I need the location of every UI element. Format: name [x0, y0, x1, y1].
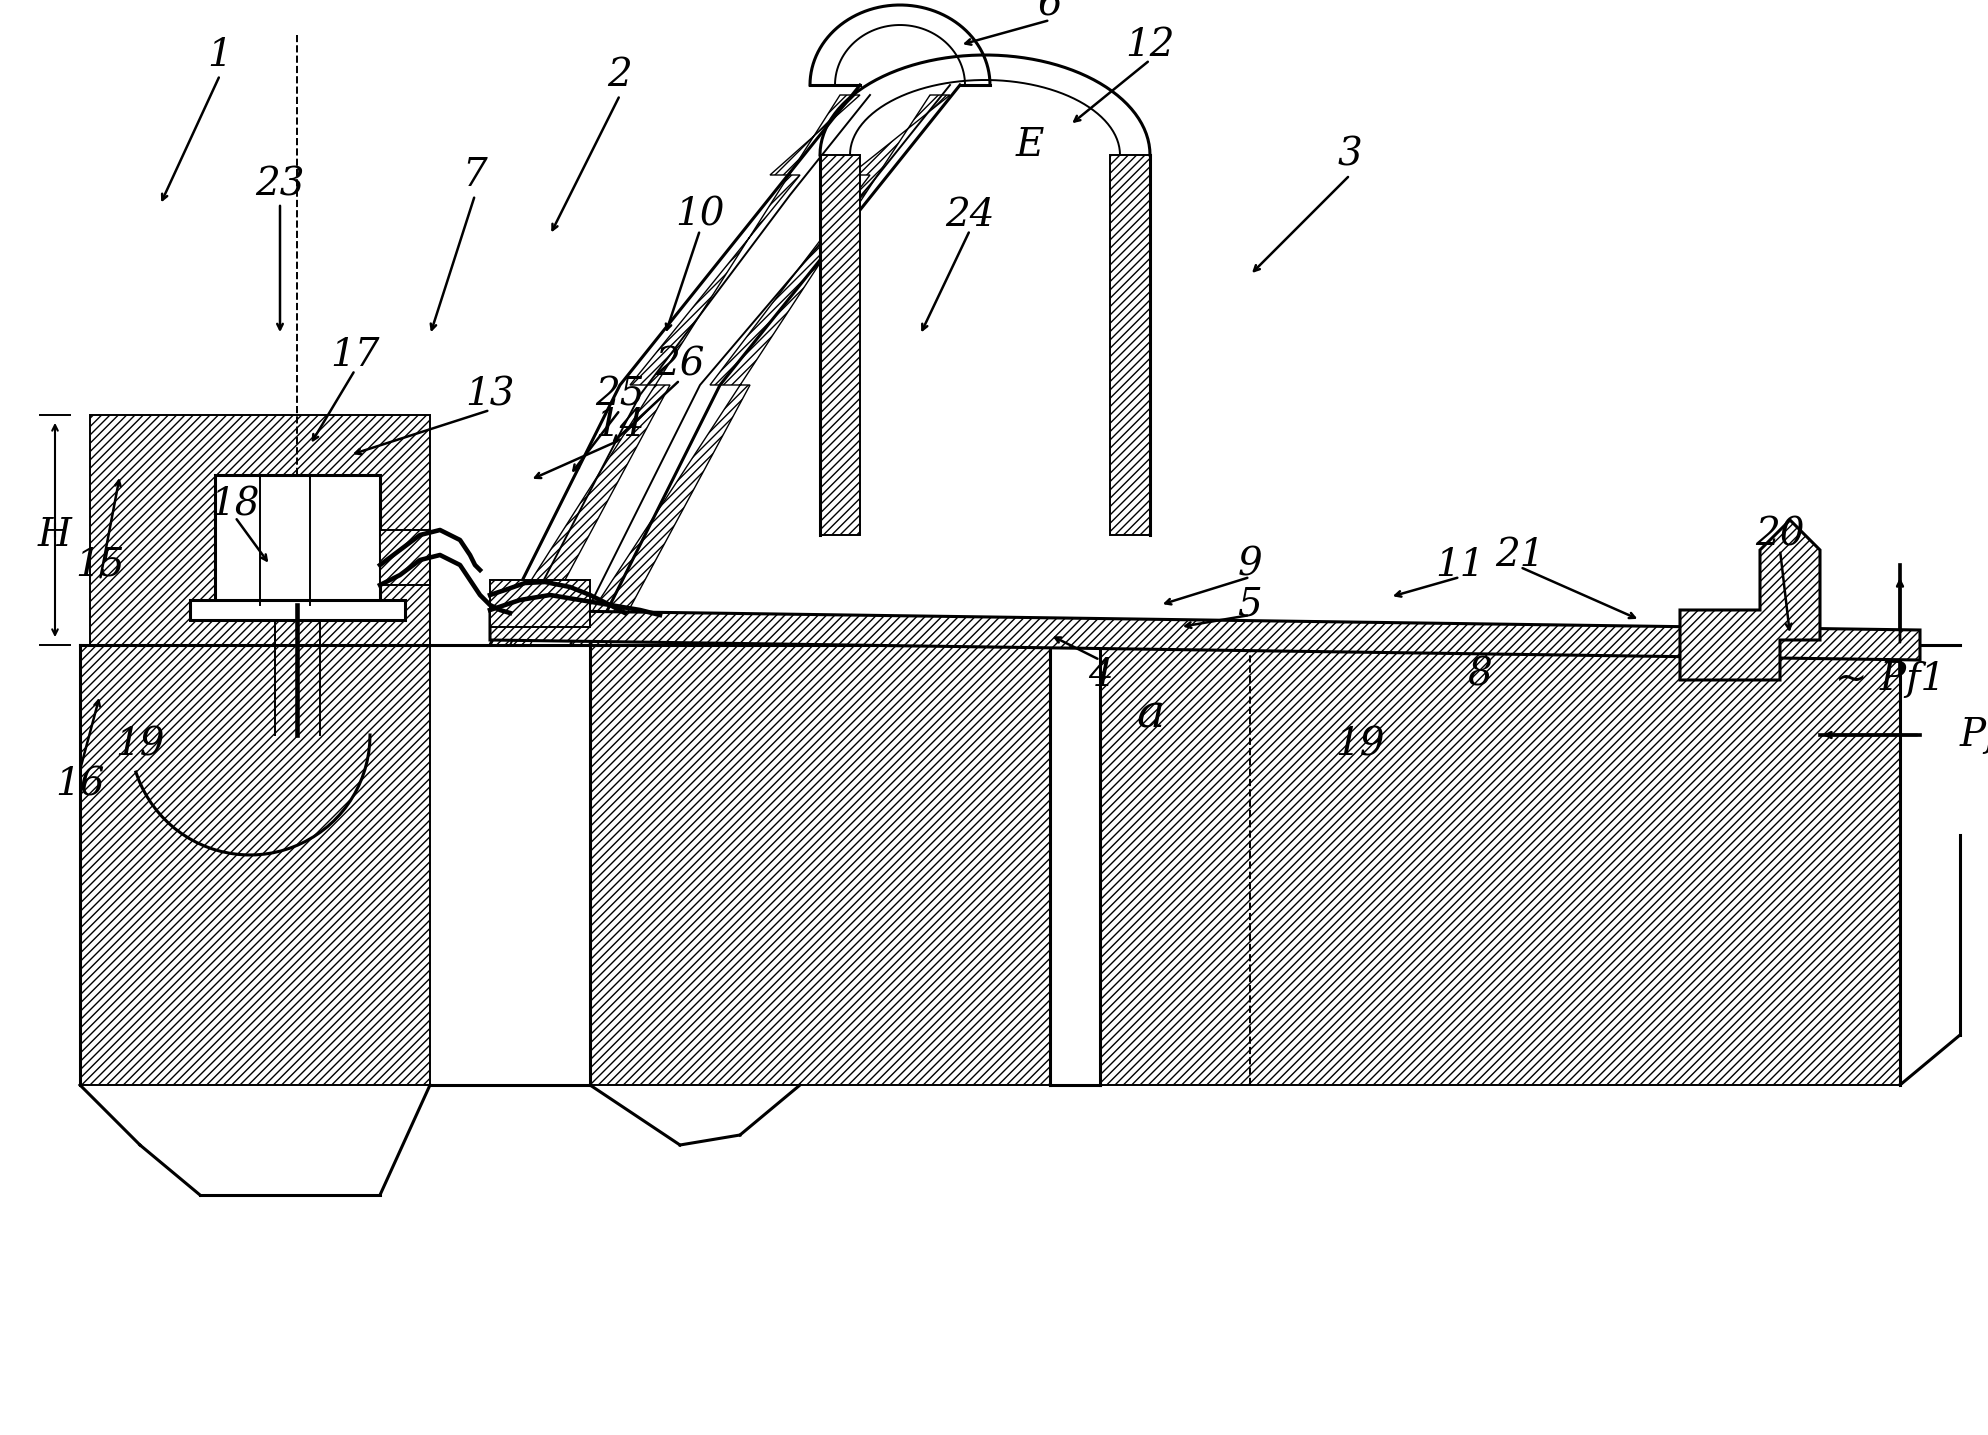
Polygon shape	[489, 580, 590, 627]
Text: 2: 2	[608, 56, 632, 93]
Text: 3: 3	[1338, 136, 1362, 174]
Polygon shape	[1099, 644, 1901, 1085]
Text: 4: 4	[1087, 656, 1113, 693]
Text: 21: 21	[1495, 537, 1545, 574]
Text: 10: 10	[676, 197, 726, 234]
Text: 15: 15	[76, 547, 125, 584]
Text: a: a	[1135, 692, 1165, 738]
Polygon shape	[571, 95, 950, 644]
Text: 25: 25	[594, 376, 644, 413]
Text: 5: 5	[1239, 587, 1262, 623]
Text: 14: 14	[594, 406, 644, 443]
Polygon shape	[819, 155, 861, 535]
Polygon shape	[89, 415, 429, 644]
Text: 18: 18	[211, 486, 260, 524]
Polygon shape	[489, 610, 1920, 660]
Text: 17: 17	[330, 336, 380, 373]
Polygon shape	[1109, 155, 1149, 535]
Polygon shape	[215, 475, 380, 606]
Polygon shape	[1680, 519, 1819, 680]
Text: 16: 16	[56, 766, 105, 804]
Text: E: E	[1016, 126, 1044, 164]
Polygon shape	[80, 644, 429, 1085]
Text: ~ Pf1: ~ Pf1	[1835, 662, 1944, 699]
Polygon shape	[191, 600, 406, 620]
Polygon shape	[590, 644, 1050, 1085]
Text: 24: 24	[944, 197, 994, 234]
Text: 19: 19	[115, 726, 165, 763]
Text: 9: 9	[1239, 547, 1262, 584]
Text: 6: 6	[1038, 0, 1062, 23]
Text: 11: 11	[1435, 547, 1485, 584]
Text: 12: 12	[1125, 26, 1175, 63]
Text: 20: 20	[1755, 517, 1805, 554]
Text: 8: 8	[1467, 656, 1493, 693]
Text: Pf: Pf	[1960, 716, 1988, 753]
Text: 7: 7	[463, 156, 487, 194]
Text: 19: 19	[1336, 726, 1386, 763]
Text: 23: 23	[254, 166, 304, 204]
Text: 1: 1	[207, 36, 233, 73]
Polygon shape	[380, 530, 429, 585]
Text: 26: 26	[656, 346, 706, 383]
Polygon shape	[489, 95, 861, 644]
Text: H: H	[38, 517, 72, 554]
Text: 13: 13	[465, 376, 515, 413]
